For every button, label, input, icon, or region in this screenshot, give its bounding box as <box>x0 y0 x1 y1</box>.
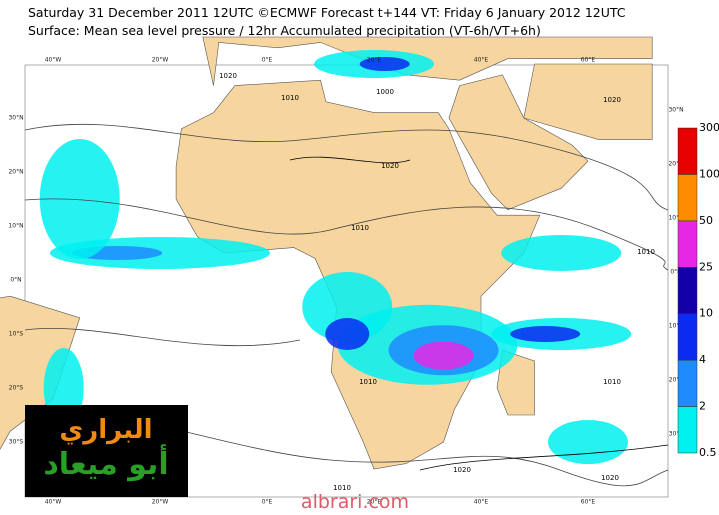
lon-label: 60°E <box>581 57 596 64</box>
isobar-label: 1010 <box>333 484 351 492</box>
lat-label: 30°N <box>8 115 23 122</box>
colorbar-segment <box>677 220 698 268</box>
landmass <box>0 295 81 450</box>
lat-label: 30°S <box>9 439 24 446</box>
colorbar-label: 0.5 <box>699 446 717 459</box>
precip-area <box>548 420 628 464</box>
lat-label: 20°S <box>9 385 24 392</box>
lon-label: 40°W <box>45 57 62 64</box>
colorbar-label: 100 <box>699 167 719 180</box>
lat-label: 0°N <box>670 269 681 276</box>
colorbar-segment <box>677 406 698 454</box>
colorbar-segment <box>677 359 698 407</box>
lon-label: 20°W <box>152 499 169 506</box>
lat-label: 20°N <box>668 161 683 168</box>
lat-label: 10°N <box>668 215 683 222</box>
isobar-label: 1010 <box>359 378 377 386</box>
precip-area <box>359 57 410 71</box>
lon-label: 40°E <box>474 499 489 506</box>
logo-line1: البراري <box>59 415 152 445</box>
logo-box <box>25 405 188 497</box>
colorbar-label: 2 <box>699 400 706 413</box>
colorbar: 0.5 2 4 10 25 50 100 300 <box>677 121 719 459</box>
isobar-label: 1000 <box>376 88 394 96</box>
lon-label: 20°W <box>152 57 169 64</box>
lat-label: 10°S <box>9 331 24 338</box>
isobar-label: 1020 <box>219 72 237 80</box>
isobar-labels: 1020 1010 1000 1020 1020 1010 1010 1010 … <box>219 72 655 492</box>
landmass <box>448 74 589 211</box>
lat-label: 10°N <box>8 223 23 230</box>
precip-area <box>501 235 622 271</box>
lon-label: 40°W <box>45 499 62 506</box>
graticule-labels: 40°W 40°W 20°W 20°W 0°E 0°E 20°E 20°E 40°E 40°E 60… <box>8 57 683 506</box>
colorbar-label: 300 <box>699 121 719 134</box>
lat-label: 20°N <box>8 169 23 176</box>
isobar-label: 1020 <box>381 162 399 170</box>
precip-area <box>413 341 474 370</box>
lon-label: 60°E <box>581 499 596 506</box>
lon-label: 40°E <box>474 57 489 64</box>
precip-area <box>302 272 393 342</box>
landmass <box>496 349 535 416</box>
precip-area <box>510 326 581 342</box>
title: Saturday 31 December 2011 12UTC ©ECMWF F… <box>28 5 626 20</box>
precip-area <box>39 139 120 259</box>
colorbar-segment <box>677 313 698 361</box>
lon-label: 0°E <box>262 499 273 506</box>
colorbar-segment <box>677 267 698 314</box>
isobar-label: 1010 <box>351 224 369 232</box>
colorbar-label: 10 <box>699 307 713 320</box>
lon-label: 20°E <box>367 57 382 64</box>
colorbar-segment <box>677 174 698 222</box>
isobar-label: 1020 <box>601 474 619 482</box>
watermark: albrari.com <box>301 491 409 513</box>
lon-label: 20°E <box>367 499 382 506</box>
isobar-label: 1010 <box>281 94 299 102</box>
precip-area <box>325 318 370 350</box>
logo-line2: أبو ميعاد <box>43 444 168 482</box>
colorbar-segment <box>677 127 698 175</box>
lat-label: 30°N <box>668 107 683 114</box>
lon-label: 0°E <box>262 57 273 64</box>
colorbar-label: 25 <box>699 260 713 273</box>
lat-label: 20°S <box>669 377 684 384</box>
isobar-label: 1010 <box>637 248 655 256</box>
lat-label: 10°S <box>669 323 684 330</box>
lat-label: 30°S <box>669 431 684 438</box>
isobar-label: 1020 <box>453 466 471 474</box>
lat-label: 0°N <box>10 277 21 284</box>
landmass <box>523 63 653 140</box>
isobar-label: 1010 <box>603 378 621 386</box>
colorbar-label: 50 <box>699 214 713 227</box>
subtitle: Surface: Mean sea level pressure / 12hr … <box>28 23 541 38</box>
colorbar-label: 4 <box>699 353 706 366</box>
isobar-label: 1020 <box>603 96 621 104</box>
